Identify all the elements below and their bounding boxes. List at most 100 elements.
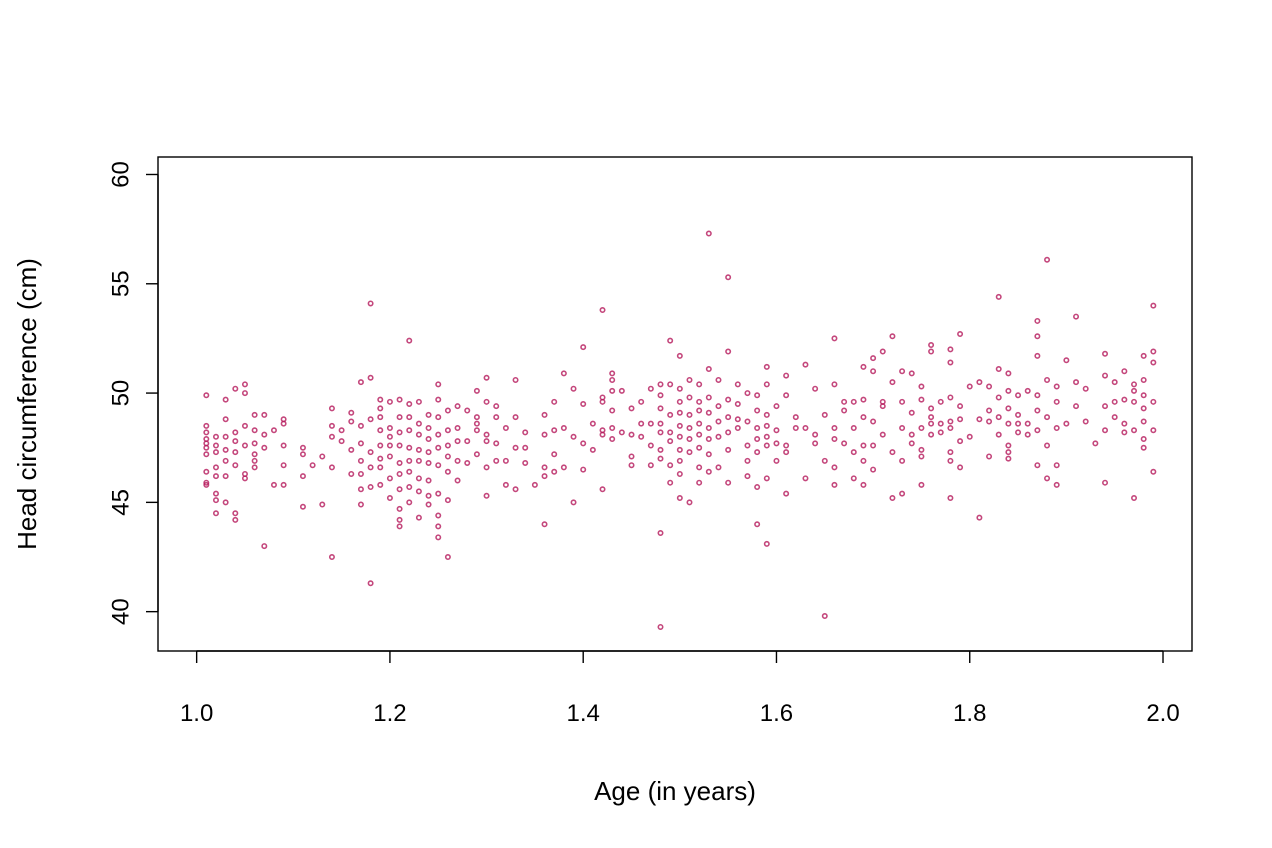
data-point bbox=[821, 411, 828, 418]
data-point bbox=[783, 392, 790, 399]
data-point bbox=[270, 427, 277, 434]
data-point bbox=[1005, 370, 1012, 377]
data-point bbox=[222, 446, 229, 453]
data-point bbox=[357, 501, 364, 508]
data-point bbox=[580, 344, 587, 351]
data-point bbox=[299, 444, 306, 451]
data-point bbox=[241, 475, 248, 482]
data-point bbox=[541, 473, 548, 480]
x-tick-label: 1.2 bbox=[373, 700, 406, 727]
data-point bbox=[1131, 494, 1138, 501]
data-point bbox=[251, 427, 258, 434]
data-point bbox=[222, 416, 229, 423]
data-point bbox=[754, 425, 761, 432]
data-point bbox=[667, 381, 674, 388]
data-point bbox=[763, 540, 770, 547]
data-point bbox=[1034, 317, 1041, 324]
data-point bbox=[696, 431, 703, 438]
data-point bbox=[1102, 372, 1109, 379]
data-point bbox=[203, 429, 210, 436]
data-point bbox=[425, 435, 432, 442]
data-point bbox=[522, 444, 529, 451]
data-point bbox=[367, 580, 374, 587]
data-point bbox=[232, 510, 239, 517]
data-point bbox=[251, 440, 258, 447]
data-point bbox=[406, 427, 413, 434]
data-point bbox=[1005, 455, 1012, 462]
data-point bbox=[212, 497, 219, 504]
data-point bbox=[483, 398, 490, 405]
data-point bbox=[1044, 442, 1051, 449]
data-point bbox=[396, 414, 403, 421]
data-point bbox=[860, 396, 867, 403]
data-point bbox=[493, 403, 500, 410]
data-point bbox=[686, 411, 693, 418]
data-point bbox=[319, 453, 326, 460]
data-point bbox=[232, 462, 239, 469]
data-point bbox=[995, 293, 1002, 300]
data-point bbox=[609, 435, 616, 442]
data-point bbox=[454, 477, 461, 484]
data-point bbox=[889, 449, 896, 456]
data-point bbox=[705, 468, 712, 475]
data-point bbox=[570, 385, 577, 392]
data-point bbox=[744, 390, 751, 397]
data-point bbox=[657, 392, 664, 399]
data-point bbox=[995, 414, 1002, 421]
data-point bbox=[763, 475, 770, 482]
data-point bbox=[386, 398, 393, 405]
data-point bbox=[725, 429, 732, 436]
data-point bbox=[841, 407, 848, 414]
data-point bbox=[415, 488, 422, 495]
data-point bbox=[976, 416, 983, 423]
data-point bbox=[860, 414, 867, 421]
data-point bbox=[676, 352, 683, 359]
data-point bbox=[725, 274, 732, 281]
data-point bbox=[928, 341, 935, 348]
data-point bbox=[357, 486, 364, 493]
data-point bbox=[280, 442, 287, 449]
data-point bbox=[696, 420, 703, 427]
x-tick-label: 1.0 bbox=[180, 700, 213, 727]
data-point bbox=[406, 444, 413, 451]
data-point bbox=[309, 462, 316, 469]
data-point bbox=[444, 453, 451, 460]
data-point bbox=[889, 494, 896, 501]
data-point bbox=[483, 374, 490, 381]
data-point bbox=[406, 414, 413, 421]
data-point bbox=[831, 481, 838, 488]
data-point bbox=[386, 442, 393, 449]
data-point bbox=[357, 457, 364, 464]
data-point bbox=[502, 457, 509, 464]
data-point bbox=[986, 453, 993, 460]
data-point bbox=[1015, 429, 1022, 436]
data-point bbox=[222, 457, 229, 464]
data-point bbox=[541, 411, 548, 418]
data-point bbox=[947, 394, 954, 401]
data-point bbox=[657, 623, 664, 630]
data-point bbox=[773, 403, 780, 410]
data-point bbox=[241, 390, 248, 397]
data-point bbox=[541, 521, 548, 528]
y-axis-title: Head circumference (cm) bbox=[12, 258, 42, 550]
data-point bbox=[889, 333, 896, 340]
data-point bbox=[425, 449, 432, 456]
data-point bbox=[773, 440, 780, 447]
data-point bbox=[1053, 462, 1060, 469]
data-point bbox=[232, 429, 239, 436]
data-point bbox=[406, 468, 413, 475]
data-point bbox=[947, 494, 954, 501]
data-point bbox=[899, 368, 906, 375]
data-point bbox=[696, 464, 703, 471]
data-point bbox=[734, 425, 741, 432]
data-point bbox=[212, 433, 219, 440]
data-point bbox=[367, 416, 374, 423]
data-point bbox=[647, 442, 654, 449]
data-point bbox=[454, 438, 461, 445]
data-point bbox=[628, 462, 635, 469]
data-point bbox=[241, 422, 248, 429]
data-point bbox=[203, 479, 210, 486]
data-point bbox=[1150, 302, 1157, 309]
data-point bbox=[1140, 352, 1147, 359]
data-point bbox=[1102, 479, 1109, 486]
